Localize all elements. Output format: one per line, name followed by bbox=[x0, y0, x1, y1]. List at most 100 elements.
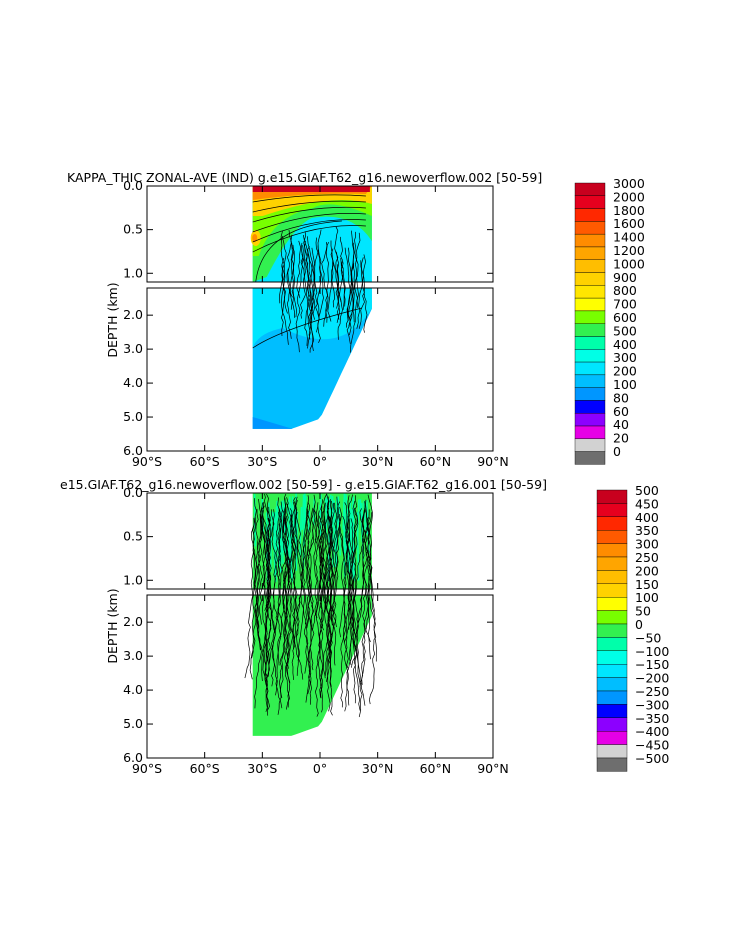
field-streak bbox=[302, 493, 306, 570]
colorbar-label: 1800 bbox=[613, 203, 645, 218]
colorbar-swatch bbox=[596, 489, 628, 504]
chart-title: e15.GIAF.T62_g16.newoverflow.002 [50-59]… bbox=[60, 477, 547, 492]
contour-line bbox=[303, 240, 311, 346]
contour-line bbox=[252, 213, 366, 233]
colorbar-label: 100 bbox=[613, 377, 637, 392]
contour-line bbox=[286, 514, 294, 618]
colorbar-label: −150 bbox=[635, 657, 669, 672]
contour-line bbox=[315, 499, 326, 717]
y-tick-label: 0.5 bbox=[123, 529, 143, 544]
colorbar-label: 350 bbox=[635, 523, 659, 538]
contour-line bbox=[315, 237, 324, 318]
colorbar-swatch bbox=[596, 530, 628, 544]
contour-line bbox=[252, 206, 366, 223]
colorbar-swatch bbox=[596, 744, 628, 759]
contour-line bbox=[346, 516, 352, 630]
colorbar-label: 0 bbox=[613, 444, 621, 459]
colorbar-swatch bbox=[574, 374, 606, 388]
contour-line bbox=[305, 507, 314, 694]
contour-line bbox=[277, 510, 283, 666]
contour-line bbox=[340, 515, 349, 708]
contour-line bbox=[311, 247, 316, 320]
colorbar-label: 1400 bbox=[613, 230, 645, 245]
contour-line bbox=[252, 200, 366, 213]
colorbar-swatch bbox=[574, 413, 606, 427]
y-tick-label: 2.0 bbox=[123, 307, 143, 322]
contour-lines bbox=[252, 194, 368, 353]
colorbar-label: −200 bbox=[635, 671, 669, 686]
colorbar-label: 200 bbox=[613, 364, 637, 379]
contour-line bbox=[362, 507, 371, 643]
colorbar-swatch bbox=[596, 704, 628, 719]
contour-line bbox=[334, 226, 340, 320]
colorbar-label: 500 bbox=[635, 483, 659, 498]
colorbar-swatch bbox=[574, 323, 606, 337]
contour-line bbox=[350, 231, 359, 353]
contour-line bbox=[254, 507, 264, 709]
y-tick-label: 0.5 bbox=[123, 222, 143, 237]
field-streak bbox=[269, 510, 273, 572]
field-streak bbox=[286, 499, 289, 555]
colorbar-swatch bbox=[596, 623, 628, 638]
x-tick-label: 60°S bbox=[190, 761, 220, 776]
contour-line bbox=[251, 498, 257, 659]
data-field bbox=[252, 492, 372, 736]
colorbar-swatch bbox=[574, 208, 606, 222]
colorbar-label: 0 bbox=[635, 617, 643, 632]
y-axis-label: DEPTH (km) bbox=[105, 282, 120, 357]
contour-line bbox=[320, 511, 329, 699]
colorbar-label: 250 bbox=[635, 550, 659, 565]
colorbar-swatch bbox=[574, 310, 606, 324]
colorbar-swatch bbox=[596, 690, 628, 705]
x-tick-label: 90°N bbox=[477, 761, 509, 776]
colorbar-label: −450 bbox=[635, 738, 669, 753]
colorbar bbox=[596, 489, 628, 772]
colorbar-swatch bbox=[596, 556, 628, 571]
contour-line bbox=[302, 506, 308, 625]
x-tick-label: 60°N bbox=[420, 761, 452, 776]
colorbar-label: −50 bbox=[635, 630, 661, 645]
contour-line bbox=[360, 260, 368, 333]
contour-line bbox=[330, 240, 341, 323]
contour-line bbox=[306, 252, 313, 323]
contour-line bbox=[346, 518, 355, 706]
y-tick-label: 3.0 bbox=[123, 341, 143, 356]
contour-line bbox=[249, 513, 262, 680]
contour-line bbox=[264, 506, 272, 710]
contour-line bbox=[264, 493, 271, 611]
contour-line bbox=[271, 509, 278, 631]
colorbar-swatch bbox=[574, 233, 606, 248]
colorbar-swatch bbox=[574, 336, 606, 350]
colorbar-label: 150 bbox=[635, 577, 659, 592]
colorbar-label: 450 bbox=[635, 496, 659, 511]
contour-line bbox=[361, 509, 369, 685]
colorbar-swatch bbox=[574, 400, 606, 414]
colorbar-label: 40 bbox=[613, 417, 629, 432]
y-tick-label: 5.0 bbox=[123, 716, 143, 731]
colorbar-label: 400 bbox=[613, 337, 637, 352]
colorbar-swatch bbox=[596, 516, 628, 531]
x-tick-label: 90°N bbox=[477, 454, 509, 469]
contour-line bbox=[252, 219, 366, 243]
contour-line bbox=[342, 502, 353, 669]
colorbar-swatch bbox=[596, 503, 628, 517]
contour-line bbox=[345, 494, 355, 668]
contour-line bbox=[279, 236, 287, 304]
x-tick-label: 0° bbox=[313, 454, 327, 469]
colorbar-label: −100 bbox=[635, 644, 669, 659]
colorbar-label: 500 bbox=[613, 323, 637, 338]
colorbar-label: 3000 bbox=[613, 176, 645, 191]
colorbar-label: −250 bbox=[635, 684, 669, 699]
colorbar-swatch bbox=[574, 221, 606, 235]
contour-line bbox=[281, 498, 290, 662]
colorbar-label: 700 bbox=[613, 297, 637, 312]
y-tick-label: 4.0 bbox=[123, 682, 143, 697]
colorbar-label: 200 bbox=[635, 563, 659, 578]
field-streak bbox=[356, 512, 360, 581]
y-tick-label: 5.0 bbox=[123, 409, 143, 424]
contour-line bbox=[336, 251, 342, 303]
x-tick-label: 30°S bbox=[247, 761, 277, 776]
colorbar-label: 50 bbox=[635, 604, 651, 619]
contour-line bbox=[368, 512, 377, 705]
colorbar-swatch bbox=[596, 677, 628, 692]
